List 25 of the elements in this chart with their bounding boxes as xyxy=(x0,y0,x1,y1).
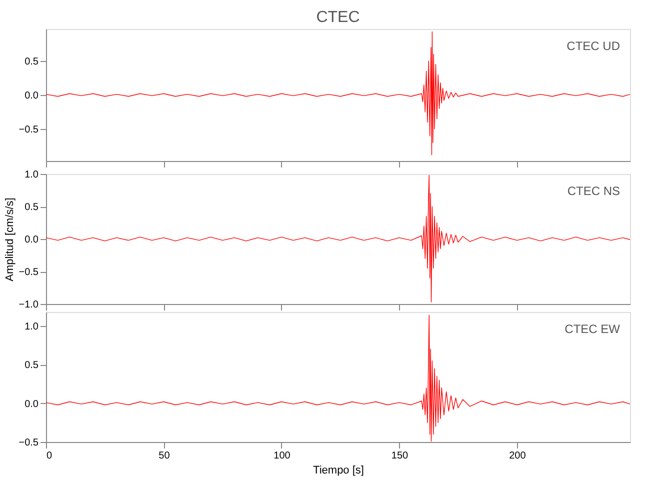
annotation: CTEC UD xyxy=(566,39,620,53)
x-tick-label: 50 xyxy=(158,450,170,462)
annotation: CTEC NS xyxy=(567,184,620,198)
y-tick-label: 0.5 xyxy=(24,56,39,68)
x-tick-label: 150 xyxy=(391,450,409,462)
y-tick-label: 0.0 xyxy=(24,234,39,246)
annotation: CTEC EW xyxy=(564,322,621,336)
y-tick-label: 0.0 xyxy=(24,398,39,410)
x-tick-label: 200 xyxy=(509,450,526,462)
chart-title: CTEC xyxy=(316,9,360,26)
y-tick-label: −0.5 xyxy=(18,124,39,136)
y-tick-label: −1.0 xyxy=(18,300,39,310)
y-tick-label: −0.5 xyxy=(18,267,39,278)
x-tick-label: 0 xyxy=(46,450,52,462)
line-series xyxy=(46,31,630,156)
y-tick-label: 1.0 xyxy=(24,170,39,180)
x-tick-label: 100 xyxy=(274,450,291,462)
y-tick-label: −0.5 xyxy=(18,438,39,448)
x-axis-title: Tiempo [s] xyxy=(313,464,364,476)
y-tick-label: 0.5 xyxy=(24,202,39,213)
y-tick-label: 0.5 xyxy=(24,360,39,372)
line-series xyxy=(46,174,630,302)
y-axis-title: Amplitud [cm/s/s] xyxy=(4,198,16,282)
y-tick-label: 0.0 xyxy=(24,90,39,102)
y-tick-label: 1.0 xyxy=(24,321,39,332)
